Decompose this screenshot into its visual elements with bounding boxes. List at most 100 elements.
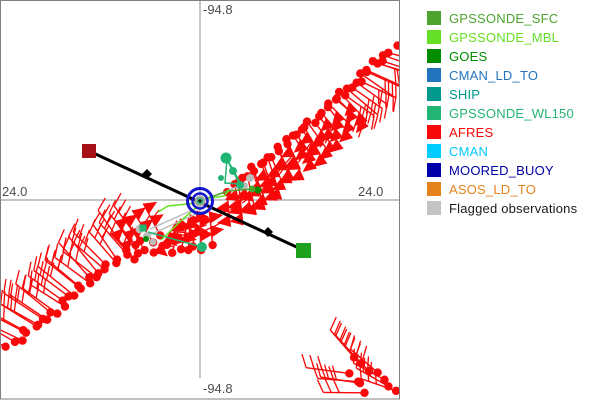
legend-label: SHIP xyxy=(449,86,481,102)
legend-item-gpssonde-mbl: GPSSONDE_MBL xyxy=(427,29,577,45)
afres-barb-band xyxy=(0,192,145,345)
afres-barb-band xyxy=(149,218,191,257)
wind-barb[interactable] xyxy=(299,122,321,157)
wind-barb[interactable] xyxy=(0,307,27,345)
legend-item-flagged-observations: Flagged observations xyxy=(427,201,577,216)
legend: GPSSONDE_SFC GPSSONDE_MBL GOES CMAN_LD_TO SH… xyxy=(427,11,577,220)
wind-barb[interactable] xyxy=(265,152,287,191)
wind-barb[interactable] xyxy=(342,84,379,129)
wind-barb[interactable] xyxy=(373,59,400,87)
plot-border xyxy=(0,0,400,400)
legend-item-gpssonde-sfc: GPSSONDE_SFC xyxy=(427,11,577,26)
wind-barb[interactable] xyxy=(359,364,400,396)
wind-barb[interactable] xyxy=(208,211,225,250)
wind-barb[interactable] xyxy=(8,279,52,324)
legend-swatch xyxy=(427,144,441,158)
legend-swatch xyxy=(427,201,441,215)
wind-barb[interactable] xyxy=(37,252,79,300)
legend-swatch xyxy=(427,68,441,82)
legend-label: GOES xyxy=(449,48,488,64)
flagged-obs-line xyxy=(146,213,197,237)
wind-barb[interactable] xyxy=(98,209,132,259)
track-start-marker[interactable] xyxy=(82,144,96,158)
legend-label: CMAN_LD_TO xyxy=(449,67,539,83)
wind-barb[interactable] xyxy=(316,379,369,398)
legend-label: GPSSONDE_MBL xyxy=(449,29,560,45)
gridline-label-longitude-top: -94.8 xyxy=(203,2,233,17)
legend-item-afres: AFRES xyxy=(427,124,577,140)
wind-barb[interactable] xyxy=(311,118,337,155)
wind-barb[interactable] xyxy=(234,173,254,214)
legend-item-asos-ld-to: ASOS_LD_TO xyxy=(427,181,577,197)
gpssonde-wl150-obs-square[interactable] xyxy=(139,224,147,232)
gpssonde-mbl-obs-line xyxy=(202,189,230,200)
goes-observations xyxy=(143,186,262,242)
wind-barb[interactable] xyxy=(316,363,365,388)
wind-barb[interactable] xyxy=(22,274,62,318)
wind-barb[interactable] xyxy=(0,300,31,337)
legend-item-moored-buoy: MOORED_BUOY xyxy=(427,162,577,178)
wind-barb[interactable] xyxy=(0,288,43,329)
legend-swatch xyxy=(427,163,441,177)
track-waypoint-diamond[interactable] xyxy=(142,169,152,179)
wind-barb[interactable] xyxy=(273,147,295,182)
legend-label: MOORED_BUOY xyxy=(449,162,554,178)
afres-barb-band xyxy=(0,197,131,351)
gpssonde-wl150-obs[interactable] xyxy=(218,175,224,181)
afres-barb-band xyxy=(301,353,369,398)
gpssonde-wl150-obs[interactable] xyxy=(229,167,237,175)
wind-barb[interactable] xyxy=(29,270,70,311)
legend-label: GPSSONDE_WL150 xyxy=(449,105,574,121)
wind-barb[interactable] xyxy=(357,77,394,112)
legend-swatch xyxy=(427,125,441,139)
track-waypoint-diamond[interactable] xyxy=(263,227,273,237)
wind-barb[interactable] xyxy=(280,135,302,171)
wind-barb[interactable] xyxy=(44,246,85,293)
legend-label: ASOS_LD_TO xyxy=(449,181,537,197)
wind-barb[interactable] xyxy=(62,237,101,282)
wind-barb[interactable] xyxy=(348,83,383,123)
goes-obs[interactable] xyxy=(143,236,149,242)
wind-barb[interactable] xyxy=(324,99,356,135)
gpssonde-sfc-obs[interactable] xyxy=(248,185,256,193)
wind-barb[interactable] xyxy=(292,130,316,164)
legend-item-gpssonde-wl150: GPSSONDE_WL150 xyxy=(427,105,577,121)
wind-barb[interactable] xyxy=(0,305,20,347)
afres-barb-band xyxy=(329,316,400,396)
flagged-obs-line xyxy=(149,207,198,230)
legend-swatch xyxy=(427,11,441,25)
wind-barb[interactable] xyxy=(54,243,95,288)
legend-swatch xyxy=(427,87,441,101)
wind-barb[interactable] xyxy=(71,227,109,274)
wind-barb[interactable] xyxy=(88,218,121,268)
track-end-marker[interactable] xyxy=(296,243,311,258)
wind-barb[interactable] xyxy=(0,312,10,351)
gpssonde-wl150-obs[interactable] xyxy=(220,152,232,164)
flagged-obs[interactable] xyxy=(149,238,157,246)
plot-canvas[interactable] xyxy=(0,0,400,400)
legend-swatch xyxy=(427,106,441,120)
afres-barb-band xyxy=(215,99,356,227)
storm-center-symbol[interactable] xyxy=(186,187,214,215)
gridline-label-longitude-bottom: -94.8 xyxy=(203,381,233,396)
wind-barb[interactable] xyxy=(393,41,400,69)
flagged-obs[interactable] xyxy=(246,174,254,182)
goes-obs[interactable] xyxy=(254,186,262,194)
gpssonde-wl150-obs[interactable] xyxy=(236,181,244,189)
legend-swatch xyxy=(427,49,441,63)
gpssonde-wl150-observations xyxy=(139,152,244,252)
legend-label: AFRES xyxy=(449,124,494,140)
legend-item-cman-ld-to: CMAN_LD_TO xyxy=(427,67,577,83)
legend-swatch xyxy=(427,182,441,196)
gpssonde-wl150-obs[interactable] xyxy=(197,242,207,252)
gpssonde-wl150-obs-line xyxy=(147,231,203,248)
wind-barb[interactable] xyxy=(254,159,275,194)
legend-item-cman: CMAN xyxy=(427,144,577,159)
wind-barb[interactable] xyxy=(15,269,55,317)
wind-barb[interactable] xyxy=(142,201,165,240)
gridline-label-latitude-right: 24.0 xyxy=(358,184,384,199)
wind-barb[interactable] xyxy=(317,108,344,143)
gridline-label-latitude-left: 24.0 xyxy=(2,184,28,199)
wind-barb[interactable] xyxy=(108,200,140,250)
